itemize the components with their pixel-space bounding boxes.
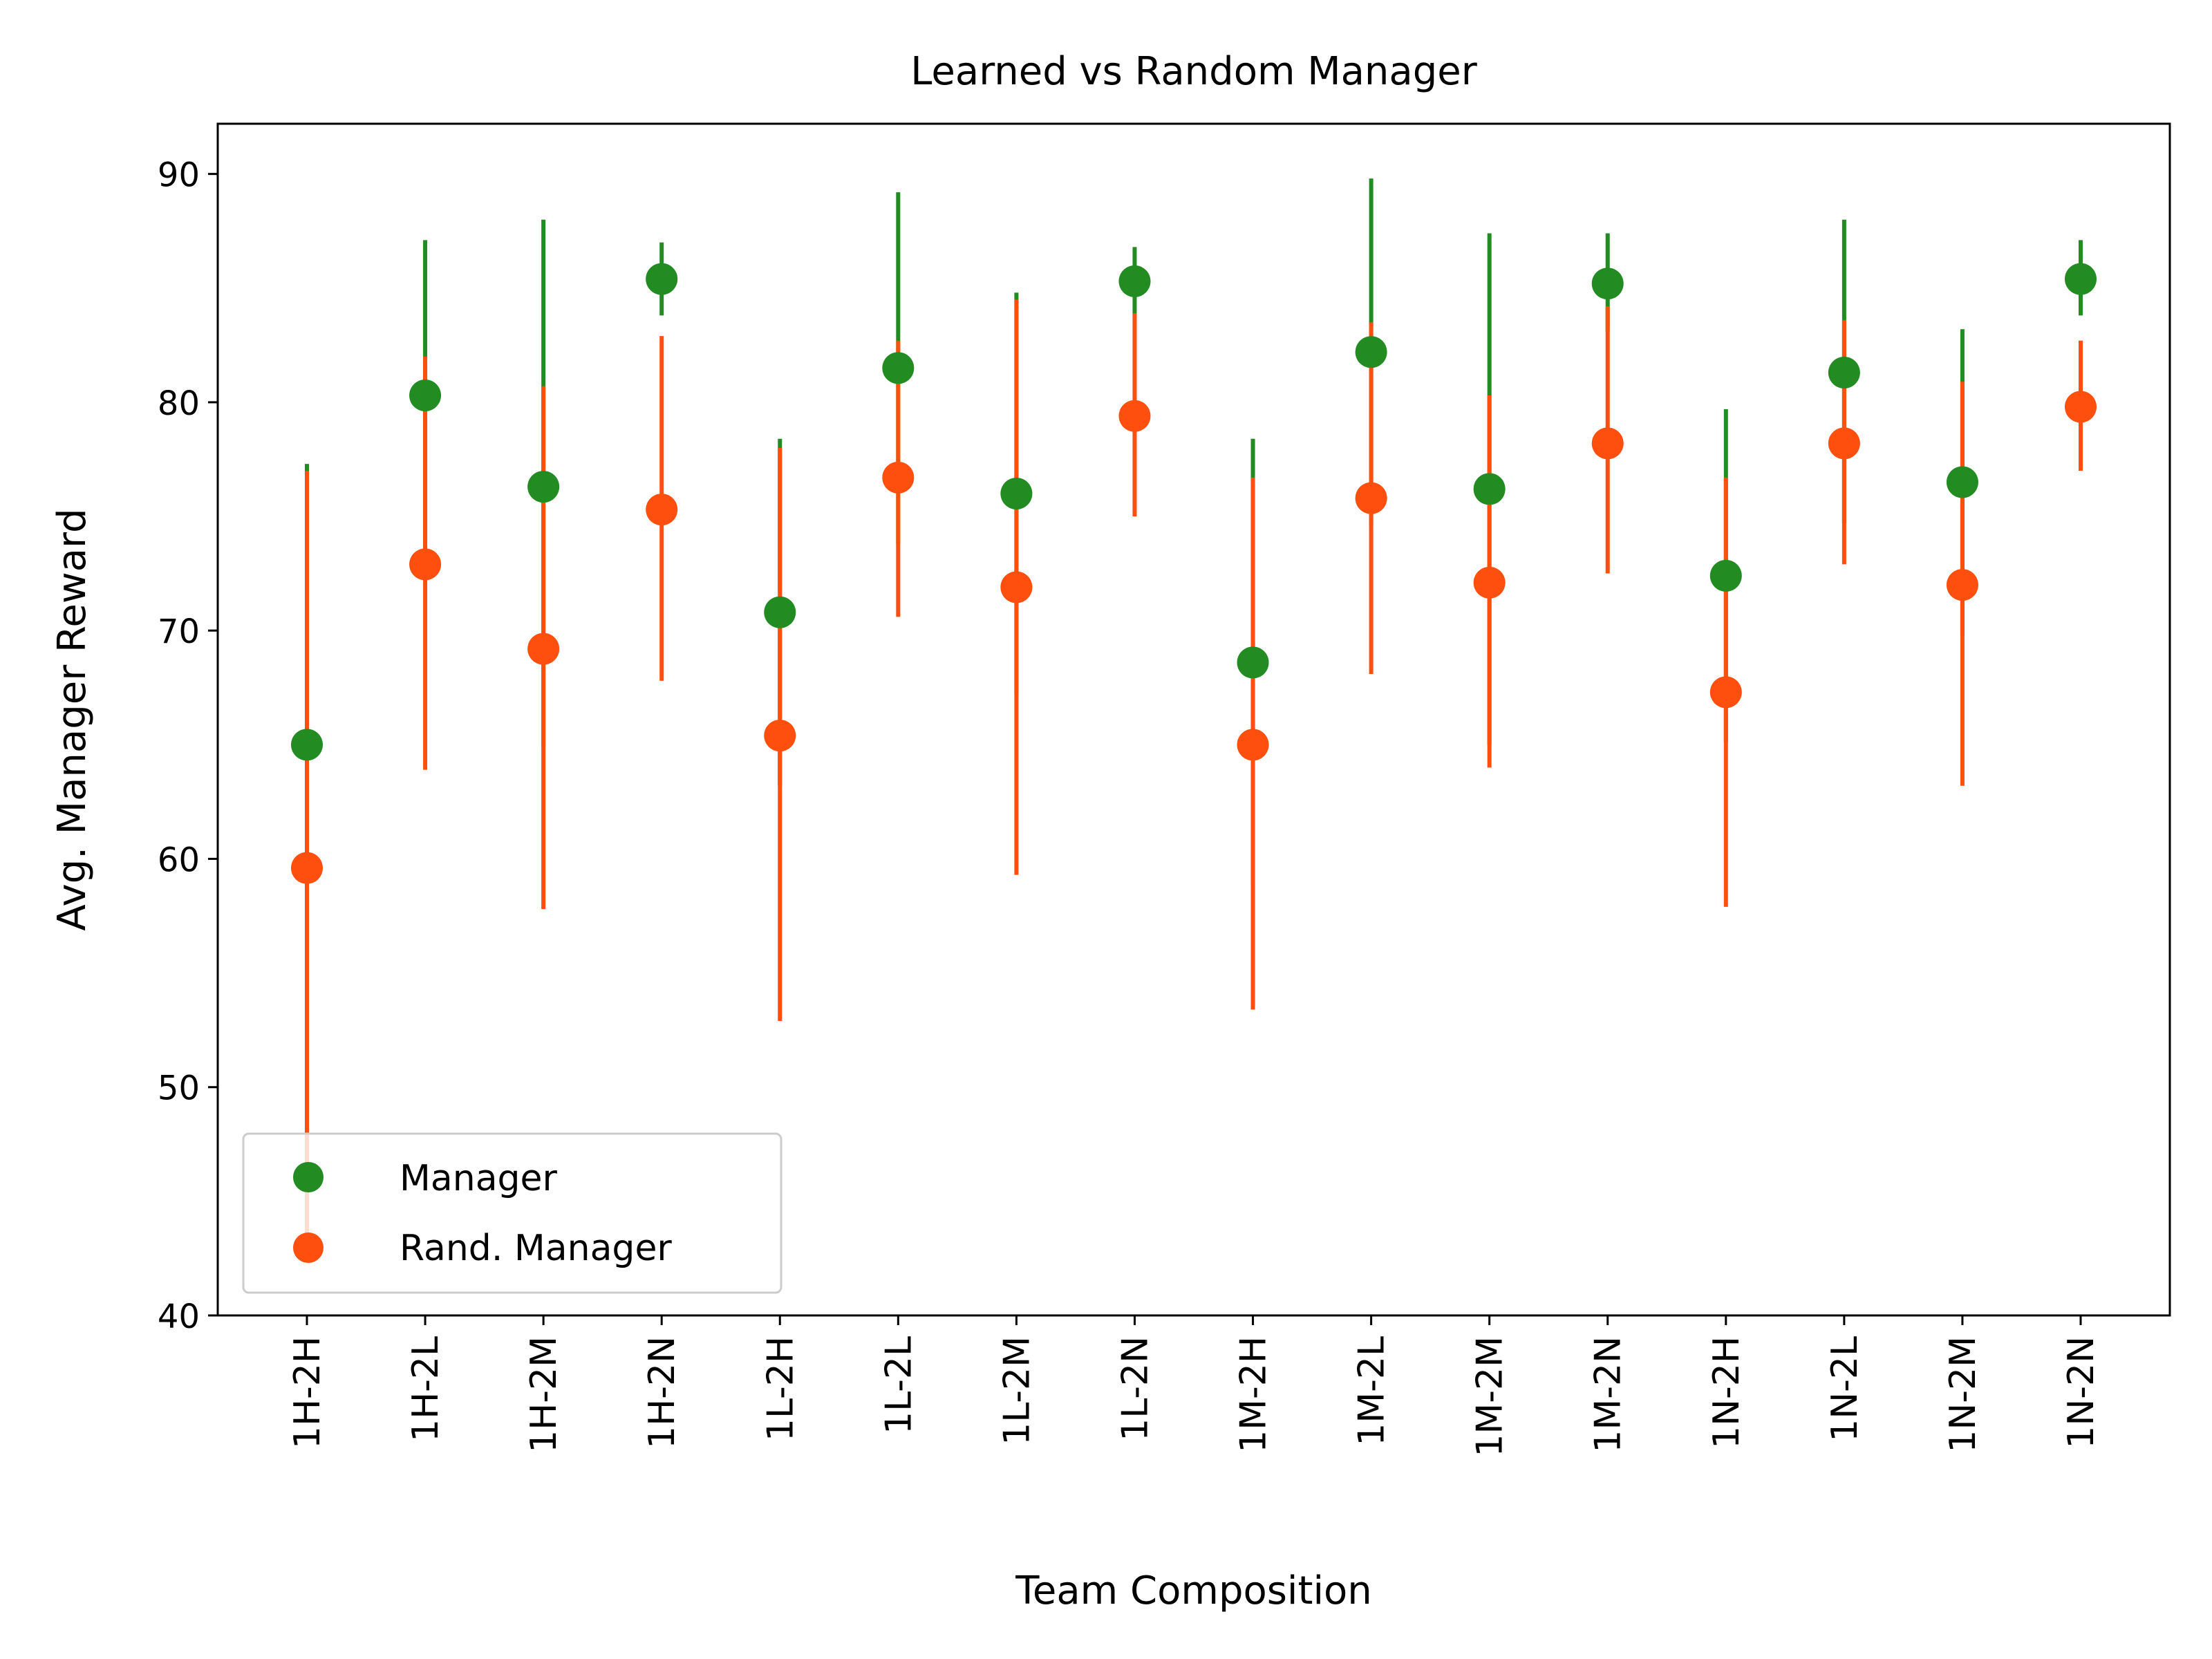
point-manager-1l-2n bbox=[1118, 265, 1151, 297]
point-rand-manager-1n-2h bbox=[1709, 676, 1742, 709]
legend-label-rand-manager: Rand. Manager bbox=[400, 1228, 672, 1269]
legend-frame bbox=[242, 1132, 782, 1294]
x-axis: 1H-2H 1H-2L 1H-2M 1H-2N 1L-2H 1L-2L 1L-2M 1L-2N… bbox=[287, 1315, 2102, 1457]
x-tick-label-1h-2n: 1H-2N bbox=[641, 1336, 683, 1449]
x-tick-label-1n-2n: 1N-2N bbox=[2061, 1336, 2102, 1449]
point-manager-1m-2l bbox=[1355, 336, 1387, 368]
point-rand-manager-1l-2h bbox=[764, 720, 796, 752]
x-tick-label-1h-2l: 1H-2L bbox=[405, 1336, 447, 1442]
point-rand-manager-1l-2n bbox=[1118, 400, 1151, 432]
x-tick-label-1h-2m: 1H-2M bbox=[523, 1336, 565, 1453]
plot-area bbox=[291, 178, 2097, 1241]
point-manager-1n-2m bbox=[1946, 466, 1978, 498]
y-tick-label-80: 80 bbox=[158, 384, 200, 423]
point-rand-manager-1n-2n bbox=[2065, 391, 2097, 423]
point-rand-manager-1m-2l bbox=[1355, 482, 1387, 514]
y-axis: 40 50 60 70 80 90 bbox=[158, 156, 218, 1336]
x-tick-label-1l-2l: 1L-2L bbox=[878, 1336, 919, 1434]
x-tick-label-1l-2h: 1L-2H bbox=[760, 1336, 801, 1441]
point-manager-1m-2n bbox=[1591, 268, 1624, 300]
point-rand-manager-1l-2l bbox=[882, 461, 915, 494]
point-rand-manager-1m-2h bbox=[1237, 729, 1269, 761]
x-tick-label-1m-2l: 1M-2L bbox=[1351, 1336, 1393, 1446]
point-manager-1m-2m bbox=[1473, 473, 1506, 505]
point-manager-1l-2m bbox=[1000, 478, 1033, 510]
point-manager-1h-2m bbox=[527, 471, 560, 503]
x-tick-label-1h-2h: 1H-2H bbox=[287, 1336, 328, 1449]
point-manager-1l-2h bbox=[764, 596, 796, 628]
plot-frame bbox=[216, 122, 2171, 1317]
x-tick-label-1n-2h: 1N-2H bbox=[1706, 1336, 1747, 1449]
y-axis-label: Avg. Manager Reward bbox=[50, 508, 95, 930]
point-manager-1h-2l bbox=[409, 379, 442, 412]
points-manager bbox=[291, 263, 2097, 761]
point-rand-manager-1n-2l bbox=[1828, 427, 1860, 460]
y-tick-label-40: 40 bbox=[158, 1297, 200, 1336]
legend-label-manager: Manager bbox=[400, 1158, 558, 1199]
point-manager-1n-2h bbox=[1709, 559, 1742, 592]
point-rand-manager-1m-2n bbox=[1591, 427, 1624, 460]
point-manager-1h-2h bbox=[291, 729, 323, 761]
point-rand-manager-1m-2m bbox=[1473, 566, 1506, 599]
point-rand-manager-1l-2m bbox=[1000, 571, 1033, 603]
x-tick-label-1m-2n: 1M-2N bbox=[1588, 1336, 1629, 1453]
point-rand-manager-1h-2h bbox=[291, 852, 323, 884]
point-manager-1n-2l bbox=[1828, 356, 1860, 388]
point-manager-1n-2n bbox=[2065, 263, 2097, 295]
y-tick-label-60: 60 bbox=[158, 841, 200, 879]
x-tick-label-1m-2h: 1M-2H bbox=[1233, 1336, 1275, 1453]
x-axis-label: Team Composition bbox=[1015, 1568, 1372, 1613]
point-rand-manager-1n-2m bbox=[1946, 569, 1978, 601]
x-tick-label-1n-2l: 1N-2L bbox=[1824, 1336, 1866, 1442]
x-tick-label-1l-2m: 1L-2M bbox=[996, 1336, 1038, 1445]
chart-title: Learned vs Random Manager bbox=[910, 49, 1478, 94]
x-tick-label-1m-2m: 1M-2M bbox=[1470, 1336, 1511, 1457]
point-manager-1l-2l bbox=[882, 352, 915, 384]
y-tick-label-50: 50 bbox=[158, 1069, 200, 1108]
legend: Manager Rand. Manager bbox=[242, 1132, 782, 1294]
legend-marker-manager bbox=[293, 1162, 324, 1192]
points-rand-manager bbox=[291, 391, 2097, 884]
point-rand-manager-1h-2l bbox=[409, 548, 442, 581]
y-tick-label-90: 90 bbox=[158, 156, 200, 195]
point-rand-manager-1h-2m bbox=[527, 632, 560, 665]
legend-marker-rand-manager bbox=[293, 1232, 324, 1263]
point-manager-1h-2n bbox=[646, 263, 678, 295]
point-rand-manager-1h-2n bbox=[646, 494, 678, 526]
x-tick-label-1n-2m: 1N-2M bbox=[1942, 1336, 1984, 1453]
point-manager-1m-2h bbox=[1237, 646, 1269, 679]
y-tick-label-70: 70 bbox=[158, 612, 200, 651]
x-tick-label-1l-2n: 1L-2N bbox=[1114, 1336, 1156, 1441]
